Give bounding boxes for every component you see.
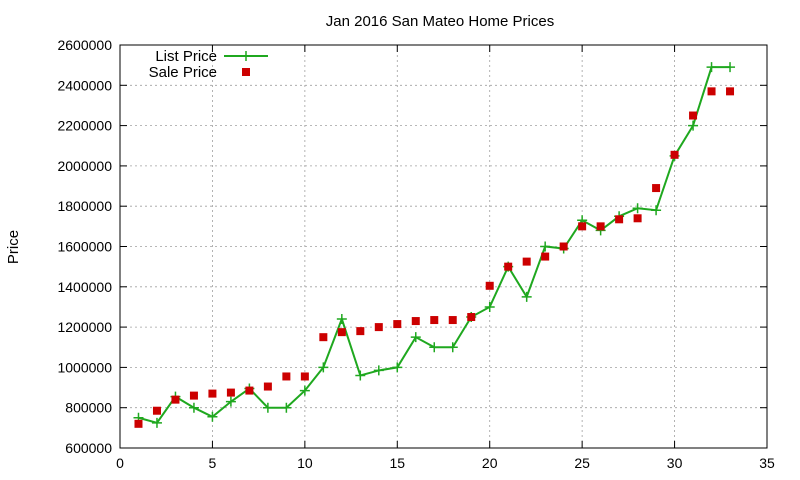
x-tick-label: 30: [667, 455, 683, 471]
sale-price-point: [374, 323, 383, 332]
sale-price-point: [411, 317, 420, 326]
sale-price-point: [689, 111, 698, 120]
list-price-point: [688, 120, 699, 131]
sale-price-point: [282, 372, 291, 381]
list-price-point: [632, 203, 643, 214]
y-tick-label: 600000: [65, 440, 112, 456]
x-tick-label: 20: [482, 455, 498, 471]
list-price-point: [706, 62, 717, 73]
list-price-point: [373, 365, 384, 376]
sale-price-point: [633, 214, 642, 223]
list-price-point: [318, 362, 329, 373]
sale-price-point: [337, 328, 346, 337]
sale-price-point: [448, 316, 457, 325]
sale-price-point: [152, 406, 161, 415]
list-price-point: [336, 314, 347, 325]
list-price-point: [225, 396, 236, 407]
sale-price-point: [189, 391, 198, 400]
sale-price-point: [485, 281, 494, 290]
x-tick-label: 0: [116, 455, 124, 471]
sale-price-point: [226, 388, 235, 397]
legend-label-sale-price: Sale Price: [149, 64, 217, 81]
sale-price-point: [652, 184, 661, 193]
list-price-point: [188, 402, 199, 413]
sale-price-point: [559, 242, 568, 251]
sale-price-point: [430, 316, 439, 325]
sale-price-point: [245, 386, 254, 395]
y-tick-label: 1400000: [57, 279, 112, 295]
sale-price-point: [578, 222, 587, 231]
sale-price-point: [504, 262, 513, 271]
list-price-point: [281, 402, 292, 413]
legend-label-list-price: List Price: [155, 48, 217, 65]
y-tick-label: 2400000: [57, 77, 112, 93]
list-price-point: [299, 385, 310, 396]
list-price-point: [521, 291, 532, 302]
x-tick-label: 15: [389, 455, 405, 471]
x-tick-label: 10: [297, 455, 313, 471]
legend: List Price Sale Price: [149, 48, 268, 81]
sale-price-point: [208, 389, 217, 398]
list-price-point: [392, 362, 403, 373]
list-price-point: [410, 332, 421, 343]
axis-ticks: 0 5 10 15 20 25 30 35 600000 800000 1000000 1200000…: [57, 37, 775, 471]
y-axis-label: Price: [5, 230, 22, 264]
sale-price-point: [707, 87, 716, 96]
x-tick-label: 5: [209, 455, 217, 471]
list-price-point: [484, 301, 495, 312]
y-tick-label: 1000000: [57, 359, 112, 375]
legend-swatch-sale-price: [242, 68, 250, 76]
y-tick-label: 1800000: [57, 198, 112, 214]
sale-price-point: [393, 320, 402, 329]
x-tick-label: 25: [574, 455, 590, 471]
y-tick-label: 2200000: [57, 118, 112, 134]
series: [133, 62, 736, 428]
sale-price-point: [541, 252, 550, 261]
y-tick-label: 2000000: [57, 158, 112, 174]
y-tick-label: 1200000: [57, 319, 112, 335]
list-price-point: [540, 241, 551, 252]
list-price-point: [725, 62, 736, 73]
sale-price-point: [319, 333, 328, 342]
x-tick-label: 35: [759, 455, 775, 471]
sale-price-point: [615, 215, 624, 224]
list-price-point: [355, 370, 366, 381]
sale-price-point: [171, 395, 180, 404]
sale-price-point: [300, 372, 309, 381]
sale-price-point: [596, 222, 605, 231]
list-price-point: [447, 342, 458, 353]
list-price-point: [429, 342, 440, 353]
list-price-line: [138, 66, 731, 424]
list-price-point: [207, 411, 218, 422]
sale-price-point: [263, 382, 272, 391]
grid: [120, 45, 767, 448]
y-tick-label: 2600000: [57, 37, 112, 53]
sale-price-point: [134, 419, 143, 428]
sale-price-point: [670, 150, 679, 159]
sale-price-point: [726, 87, 735, 96]
list-price-point: [262, 402, 273, 413]
list-price-point: [151, 417, 162, 428]
sale-price-point: [522, 257, 531, 266]
y-tick-label: 1600000: [57, 239, 112, 255]
legend-marker-list-price: [241, 51, 251, 61]
sale-price-point: [356, 327, 365, 336]
sale-price-point: [467, 313, 476, 322]
plot-frame: [119, 44, 768, 449]
list-price-point: [651, 205, 662, 216]
y-tick-label: 800000: [65, 400, 112, 416]
chart-title: Jan 2016 San Mateo Home Prices: [326, 13, 554, 30]
